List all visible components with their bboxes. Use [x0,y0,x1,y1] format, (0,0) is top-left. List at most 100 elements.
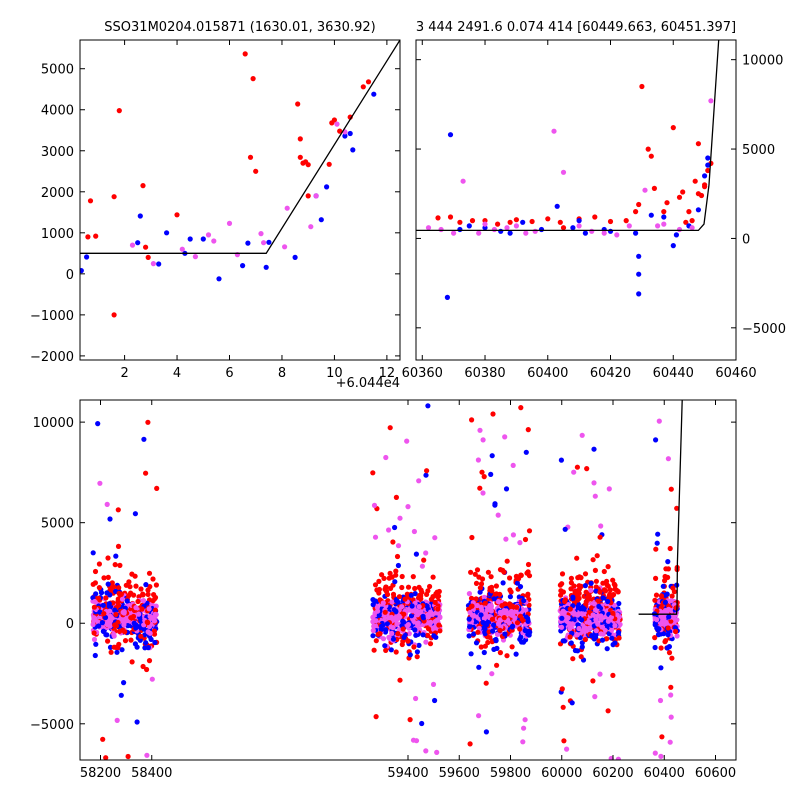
data-point [481,615,487,622]
data-point [558,457,565,463]
data-point [240,263,246,269]
data-point [324,184,330,190]
data-point [667,545,673,552]
data-point [378,623,385,629]
data-point [138,586,144,592]
data-point [117,562,123,569]
data-point [408,592,414,598]
data-point [447,132,454,138]
data-point [665,793,670,798]
data-point [665,566,672,572]
data-point [482,643,488,649]
data-point [118,692,124,698]
data-point [483,729,489,735]
data-point [436,593,442,599]
data-point [506,620,512,626]
data-point [149,615,155,621]
data-point [216,276,222,282]
data-point [695,207,702,213]
data-point [134,644,140,650]
data-point [579,617,585,623]
data-point [509,604,515,611]
x-tick-label: 60360 [402,366,443,381]
data-point [87,198,94,204]
data-point [124,618,131,624]
data-point [111,644,117,650]
data-point [590,678,596,684]
data-point [524,593,531,599]
data-point [616,629,622,636]
data-point [393,598,400,604]
data-point [139,606,145,612]
x-tick-label: 59800 [490,766,531,781]
data-point [654,540,660,546]
data-point [115,507,121,513]
data-point [153,603,159,609]
data-point [350,147,356,153]
data-point [567,625,573,632]
y-tick-label: 3000 [41,145,74,160]
data-point [623,218,629,224]
data-point [122,629,128,635]
data-point [689,225,695,231]
data-point [474,602,480,609]
data-point [499,603,505,609]
data-point [489,616,495,622]
data-point [370,614,376,620]
data-point [569,621,576,627]
data-point [652,597,658,603]
data-point [151,628,157,634]
data-point [592,567,599,574]
data-point [705,162,711,168]
data-point [607,218,614,225]
data-point [416,478,422,484]
data-point [392,579,398,585]
data-point [123,582,129,588]
data-point [504,225,510,231]
model-line [638,400,683,615]
data-point [574,612,581,618]
data-point [105,555,111,561]
data-point [100,602,106,608]
data-point [427,641,434,647]
data-point [460,178,466,184]
data-point [616,635,622,641]
data-point [523,607,529,613]
data-point [142,645,148,651]
data-point [642,187,648,193]
data-point [102,614,109,621]
data-point [497,617,503,623]
data-point [513,223,520,229]
data-point [97,480,103,486]
plot-area [80,40,400,318]
data-point [686,209,692,215]
data-point [387,425,393,431]
data-point [420,615,427,621]
data-point [674,505,680,511]
data-point [593,617,599,623]
data-point [371,502,378,508]
data-point [141,626,147,632]
x-tick-label: 58200 [80,766,121,781]
data-point [570,609,577,615]
data-point [529,218,535,225]
data-point [658,613,664,619]
data-point [612,623,618,629]
data-point [444,294,450,300]
data-point [593,628,599,634]
data-point [381,575,387,582]
data-point [498,228,504,234]
data-point [390,636,397,642]
data-point [591,480,597,486]
data-point [588,587,594,593]
y-tick-label: −2000 [30,350,74,365]
data-point [488,608,494,614]
data-point [107,613,113,620]
data-point [512,615,518,621]
data-point [561,738,567,744]
data-point [666,614,672,620]
data-point [436,622,442,628]
data-point [96,561,102,567]
data-point [425,626,432,632]
data-point [132,511,138,517]
